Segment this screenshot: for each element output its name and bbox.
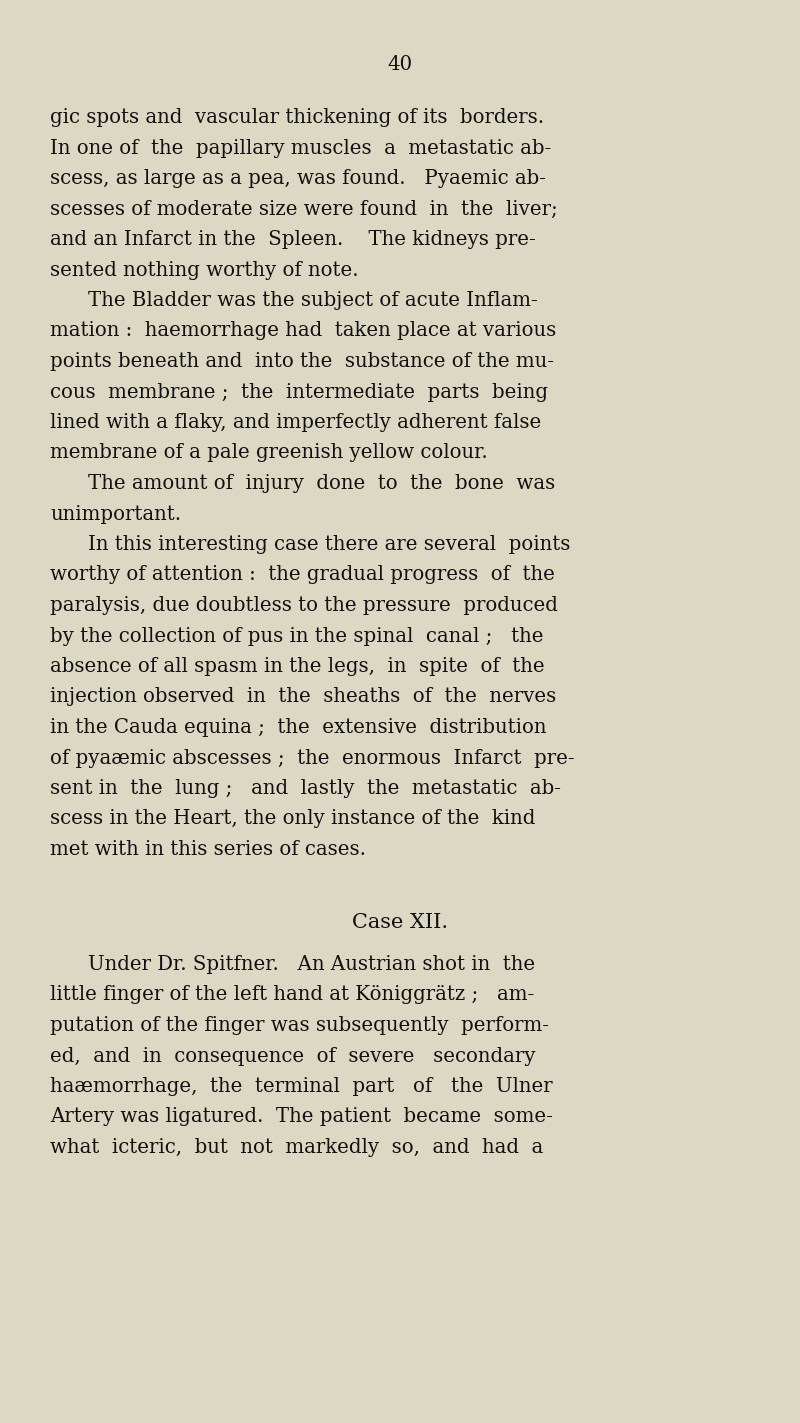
Text: haæmorrhage,  the  terminal  part   of   the  Ulner: haæmorrhage, the terminal part of the Ul…: [50, 1077, 553, 1096]
Text: scesses of moderate size were found  in  the  liver;: scesses of moderate size were found in t…: [50, 199, 558, 219]
Text: sent in  the  lung ;   and  lastly  the  metastatic  ab-: sent in the lung ; and lastly the metast…: [50, 778, 561, 798]
Text: In this interesting case there are several  points: In this interesting case there are sever…: [88, 535, 570, 554]
Text: cous  membrane ;  the  intermediate  parts  being: cous membrane ; the intermediate parts b…: [50, 383, 548, 401]
Text: what  icteric,  but  not  markedly  so,  and  had  a: what icteric, but not markedly so, and h…: [50, 1138, 543, 1157]
Text: of pyaæmic abscesses ;  the  enormous  Infarct  pre-: of pyaæmic abscesses ; the enormous Infa…: [50, 748, 574, 767]
Text: sented nothing worthy of note.: sented nothing worthy of note.: [50, 260, 358, 279]
Text: by the collection of pus in the spinal  canal ;   the: by the collection of pus in the spinal c…: [50, 626, 543, 646]
Text: gic spots and  vascular thickening of its  borders.: gic spots and vascular thickening of its…: [50, 108, 544, 127]
Text: Under Dr. Spitfner.   An Austrian shot in  the: Under Dr. Spitfner. An Austrian shot in …: [88, 955, 535, 973]
Text: worthy of attention :  the gradual progress  of  the: worthy of attention : the gradual progre…: [50, 565, 555, 585]
Text: Artery was ligatured.  The patient  became  some-: Artery was ligatured. The patient became…: [50, 1107, 553, 1127]
Text: paralysis, due doubtless to the pressure  produced: paralysis, due doubtless to the pressure…: [50, 596, 558, 615]
Text: scess in the Heart, the only instance of the  kind: scess in the Heart, the only instance of…: [50, 810, 535, 828]
Text: The amount of  injury  done  to  the  bone  was: The amount of injury done to the bone wa…: [88, 474, 555, 492]
Text: injection observed  in  the  sheaths  of  the  nerves: injection observed in the sheaths of the…: [50, 687, 556, 706]
Text: absence of all spasm in the legs,  in  spite  of  the: absence of all spasm in the legs, in spi…: [50, 657, 545, 676]
Text: mation :  haemorrhage had  taken place at various: mation : haemorrhage had taken place at …: [50, 322, 556, 340]
Text: Case XII.: Case XII.: [352, 912, 448, 932]
Text: little finger of the left hand at Königgrätz ;   am-: little finger of the left hand at Königg…: [50, 986, 534, 1005]
Text: unimportant.: unimportant.: [50, 505, 181, 524]
Text: points beneath and  into the  substance of the mu-: points beneath and into the substance of…: [50, 351, 554, 371]
Text: and an Infarct in the  Spleen.    The kidneys pre-: and an Infarct in the Spleen. The kidney…: [50, 231, 536, 249]
Text: 40: 40: [387, 55, 413, 74]
Text: scess, as large as a pea, was found.   Pyaemic ab-: scess, as large as a pea, was found. Pya…: [50, 169, 546, 188]
Text: The Bladder was the subject of acute Inflam-: The Bladder was the subject of acute Inf…: [88, 290, 538, 310]
Text: met with in this series of cases.: met with in this series of cases.: [50, 840, 366, 859]
Text: membrane of a pale greenish yellow colour.: membrane of a pale greenish yellow colou…: [50, 444, 488, 462]
Text: ed,  and  in  consequence  of  severe   secondary: ed, and in consequence of severe seconda…: [50, 1046, 535, 1066]
Text: putation of the finger was subsequently  perform-: putation of the finger was subsequently …: [50, 1016, 549, 1035]
Text: In one of  the  papillary muscles  a  metastatic ab-: In one of the papillary muscles a metast…: [50, 138, 551, 158]
Text: lined with a flaky, and imperfectly adherent false: lined with a flaky, and imperfectly adhe…: [50, 413, 542, 433]
Text: in the Cauda equina ;  the  extensive  distribution: in the Cauda equina ; the extensive dist…: [50, 719, 546, 737]
